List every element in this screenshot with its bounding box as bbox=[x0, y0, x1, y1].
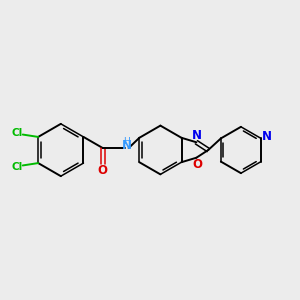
Text: N: N bbox=[262, 130, 272, 143]
Text: O: O bbox=[192, 158, 202, 171]
Text: O: O bbox=[98, 164, 108, 177]
Text: Cl: Cl bbox=[11, 128, 22, 138]
Text: N: N bbox=[122, 139, 132, 152]
Text: H: H bbox=[123, 137, 130, 146]
Text: Cl: Cl bbox=[11, 162, 22, 172]
Text: N: N bbox=[192, 129, 202, 142]
